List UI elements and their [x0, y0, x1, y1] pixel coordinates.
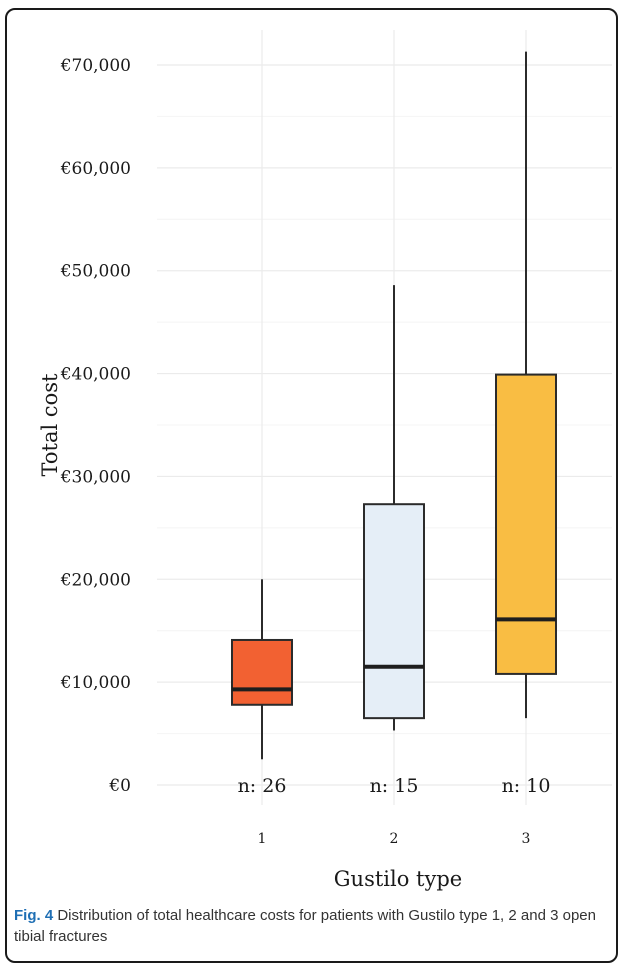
- figure-caption-text: Distribution of total healthcare costs f…: [14, 907, 596, 945]
- y-tick-labels: €0 €10,000 €20,000 €30,000 €40,000 €50,000 €60…: [60, 56, 131, 796]
- figure-frame: €0 €10,000 €20,000 €30,000 €40,000 €50,000 €60…: [5, 8, 618, 963]
- y-tick-label: €20,000: [60, 570, 131, 590]
- sample-size-label: n: 10: [502, 775, 551, 797]
- x-axis-title: Gustilo type: [334, 867, 462, 891]
- figure-caption: Fig. 4 Distribution of total healthcare …: [14, 905, 616, 947]
- sample-size-label: n: 15: [370, 775, 419, 797]
- y-tick-label: €0: [108, 776, 131, 796]
- box-iqr: [495, 373, 557, 675]
- x-tick-label: 2: [390, 831, 399, 847]
- boxplot-chart: €0 €10,000 €20,000 €30,000 €40,000 €50,000 €60…: [38, 30, 612, 891]
- box-group-type-1: [231, 579, 293, 760]
- y-tick-label: €50,000: [60, 262, 131, 282]
- y-tick-label: €60,000: [60, 159, 131, 179]
- y-tick-label: €40,000: [60, 365, 131, 385]
- sample-size-label: n: 26: [238, 775, 287, 797]
- x-tick-labels: 1 2 3: [258, 831, 531, 847]
- sample-size-labels: n: 26 n: 15 n: 10: [238, 775, 551, 797]
- box-group-type-3: [495, 51, 557, 719]
- y-tick-label: €30,000: [60, 467, 131, 487]
- y-tick-label: €10,000: [60, 673, 131, 693]
- x-tick-label: 3: [522, 831, 531, 847]
- boxes: [231, 51, 557, 760]
- x-tick-label: 1: [258, 831, 267, 847]
- box-iqr: [231, 638, 293, 706]
- box-group-type-2: [363, 285, 425, 731]
- figure-caption-label: Fig. 4: [14, 907, 54, 924]
- box-iqr: [363, 503, 425, 720]
- y-axis-title: Total cost: [38, 373, 62, 477]
- y-tick-label: €70,000: [60, 56, 131, 76]
